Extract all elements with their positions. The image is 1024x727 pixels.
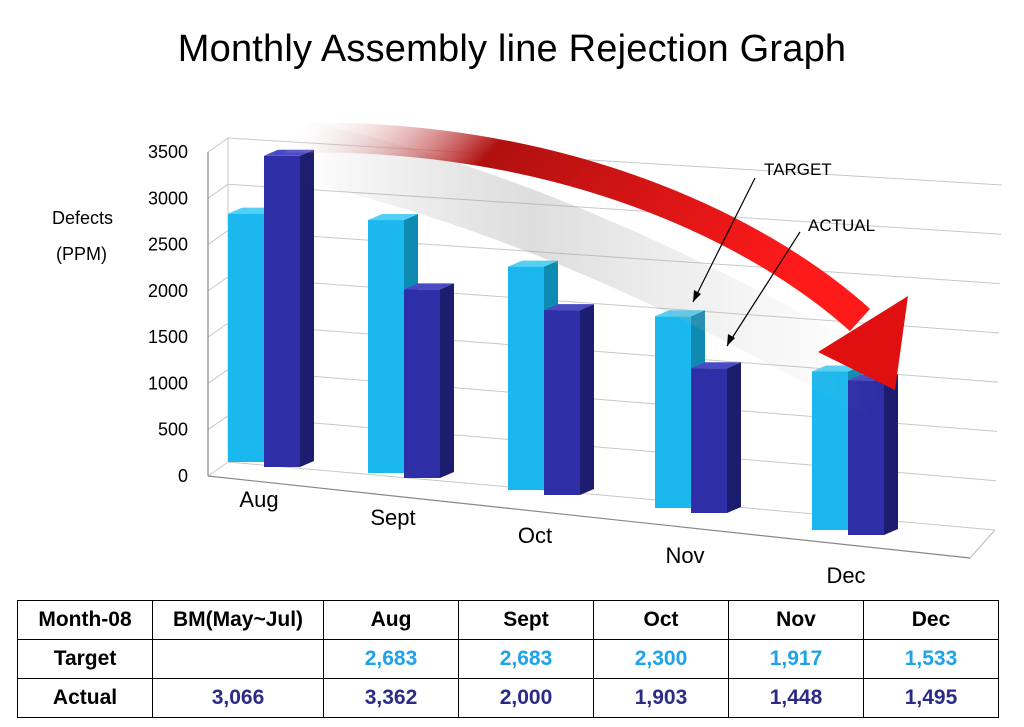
y-tick-label: 1000	[148, 373, 188, 393]
table-row: Target 2,683 2,683 2,300 1,917 1,533	[17, 639, 999, 679]
x-tick-label: Sept	[370, 505, 415, 530]
y-tick-label: 2500	[148, 235, 188, 255]
trend-arrow-head	[818, 296, 908, 390]
x-tick-label: Aug	[239, 487, 278, 512]
data-table: Month-08 BM(May~Jul) Aug Sept Oct Nov De…	[17, 600, 999, 718]
header-cell: Dec	[863, 600, 999, 640]
bar-chart: 0 500 1000 1500 2000 2500 3000 3500 Aug Sept Oct No…	[148, 120, 1003, 588]
x-axis-line	[207, 475, 971, 559]
floor-edge	[969, 529, 996, 559]
trend-arrow	[284, 120, 908, 417]
y-axis: 0 500 1000 1500 2000 2500 3000 3500 Aug Sept Oct No…	[148, 138, 996, 588]
y-tick-label: 1500	[148, 327, 188, 347]
table-cell: 2,300	[593, 639, 729, 679]
y-tick-label: 3500	[148, 142, 188, 162]
table-cell: 3,066	[152, 678, 324, 718]
header-cell: Nov	[728, 600, 864, 640]
header-cell: Month-08	[17, 600, 153, 640]
table-cell	[152, 639, 324, 679]
table-cell: 3,362	[323, 678, 459, 718]
header-cell: Oct	[593, 600, 729, 640]
gridline-side	[207, 276, 229, 292]
header-cell: Aug	[323, 600, 459, 640]
actual-bar-nov	[691, 362, 741, 513]
annotations: TARGET ACTUAL	[692, 160, 875, 347]
gridline-side	[207, 415, 229, 431]
trend-arrow-body	[284, 122, 871, 332]
table-cell: 2,000	[458, 678, 594, 718]
header-cell: Sept	[458, 600, 594, 640]
chart-title: Monthly Assembly line Rejection Graph	[177, 28, 847, 70]
table-cell: 1,903	[593, 678, 729, 718]
table-cell: 2,683	[458, 639, 594, 679]
gridline-side	[207, 322, 229, 338]
actual-bar-aug	[264, 149, 314, 468]
gridline-side	[207, 137, 229, 153]
actual-pointer	[726, 231, 801, 347]
y-tick-label: 2000	[148, 281, 188, 301]
trend-arrow-shadow	[293, 120, 895, 417]
y-tick-label: 3000	[148, 188, 188, 208]
row-label: Actual	[17, 678, 153, 718]
table-header-row: Month-08 BM(May~Jul) Aug Sept Oct Nov De…	[17, 600, 999, 640]
table-cell: 1,533	[863, 639, 999, 679]
gridline-side	[207, 369, 229, 384]
table-row: Actual 3,066 3,362 2,000 1,903 1,448 1,4…	[17, 678, 999, 718]
y-tick-label: 0	[178, 466, 188, 486]
y-axis-label-line2: (PPM)	[56, 244, 107, 264]
gridline-side	[207, 183, 229, 199]
x-tick-label: Oct	[518, 523, 552, 548]
target-pointer	[692, 177, 756, 303]
gridline-side	[207, 461, 229, 477]
bars	[228, 149, 898, 535]
x-tick-label: Nov	[665, 543, 704, 568]
y-tick-label: 500	[158, 420, 188, 440]
y-axis-label-line1: Defects	[52, 208, 114, 228]
gridline-side	[207, 230, 229, 245]
x-tick-label: Dec	[826, 563, 865, 588]
actual-bar-sept	[404, 283, 454, 478]
table-cell: 1,448	[728, 678, 864, 718]
table-cell: 1,917	[728, 639, 864, 679]
header-cell: BM(May~Jul)	[152, 600, 324, 640]
actual-bar-oct	[544, 304, 594, 495]
table-cell: 1,495	[863, 678, 999, 718]
target-annotation: TARGET	[764, 160, 832, 179]
row-label: Target	[17, 639, 153, 679]
actual-annotation: ACTUAL	[808, 216, 875, 235]
table-cell: 2,683	[323, 639, 459, 679]
